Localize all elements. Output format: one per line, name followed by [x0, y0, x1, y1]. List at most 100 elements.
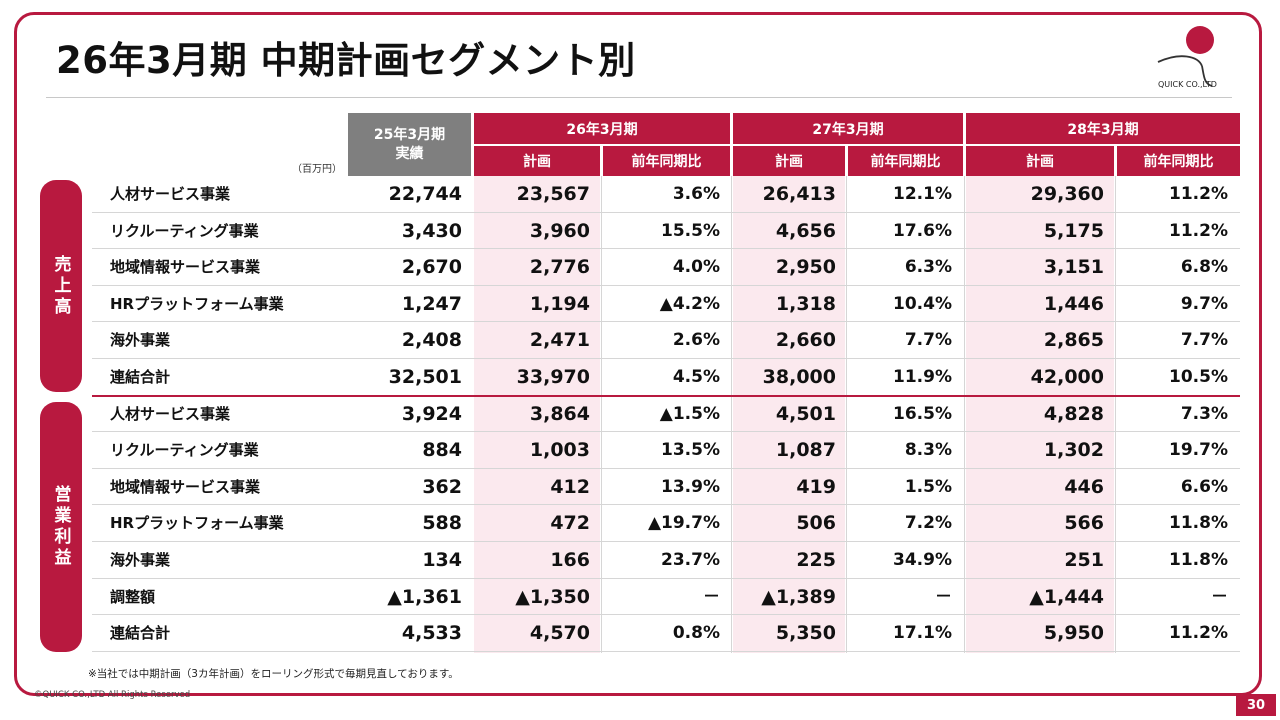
table-cell: 19.7% [1169, 440, 1228, 461]
table-row: 連結合計 32,501 33,970 4.5% 38,000 11.9% 42,000 10.… [92, 359, 1240, 396]
table-cell: 12.1% [893, 184, 952, 204]
table-row: 人材サービス事業 22,744 23,567 3.6% 26,413 12.1% 29,36… [92, 176, 1240, 213]
table-cell: 2,950 [775, 256, 836, 279]
table-cell: ▲1,444 [1029, 585, 1104, 608]
table-cell: 38,000 [762, 366, 836, 388]
table-cell: 17.1% [893, 623, 952, 644]
table-cell: 4.0% [672, 257, 720, 278]
header-period-28: 28年3月期 [966, 113, 1240, 144]
table-cell: 1,446 [1043, 292, 1104, 315]
table-cell: ▲1,350 [515, 585, 590, 608]
table-cell: 13.9% [661, 476, 720, 497]
table-cell: 11.8% [1169, 550, 1228, 570]
row-divider [92, 577, 1240, 579]
table-row: 海外事業 2,408 2,471 2.6% 2,660 7.7% 2,865 7.7% [92, 322, 1240, 359]
table-cell: 4,533 [401, 622, 462, 645]
table-cell: 6.6% [1180, 476, 1228, 497]
table-cell: 10.4% [893, 293, 952, 314]
table-cell: － [703, 586, 720, 607]
table-cell: 3,151 [1043, 256, 1104, 279]
table-cell: － [1211, 586, 1228, 607]
table-cell: 419 [796, 475, 836, 498]
page-title: 26年3月期 中期計画セグメント別 [56, 39, 636, 82]
row-divider [92, 541, 1240, 542]
row-divider [92, 358, 1240, 359]
table-row: 連結合計 4,533 4,570 0.8% 5,350 17.1% 5,950 11.2% [92, 615, 1240, 652]
table-cell: 166 [550, 549, 590, 571]
table-cell: 5,350 [775, 622, 836, 645]
row-label: 地域情報サービス事業 [110, 258, 261, 277]
header-period-27: 27年3月期 [733, 113, 963, 144]
copyright: ©QUICK CO.,LTD All Rights Reserved [34, 690, 191, 700]
row-label: 調整額 [110, 587, 156, 606]
row-label: HRプラットフォーム事業 [110, 294, 284, 313]
logo-text: QUICK CO.,LTD [1158, 80, 1217, 89]
header-plan-28: 計画 [966, 146, 1114, 176]
table-cell: 472 [550, 512, 590, 535]
row-divider [92, 614, 1240, 616]
table-cell: 7.3% [1180, 403, 1228, 424]
table-cell: 6.3% [904, 257, 952, 278]
table-cell: 3,960 [529, 219, 590, 242]
table-cell: 11.2% [1169, 623, 1228, 644]
section-label-operating-profit: 営業利益 [40, 402, 82, 652]
row-divider [92, 248, 1240, 250]
table-cell: ▲19.7% [647, 513, 720, 534]
table-cell: 29,360 [1030, 183, 1104, 205]
table-row: 海外事業 134 166 23.7% 225 34.9% 251 11.8% [92, 542, 1240, 579]
row-divider [92, 504, 1240, 506]
table-cell: 2,408 [401, 329, 462, 352]
table-cell: 33,970 [516, 366, 590, 388]
table-cell: 251 [1064, 549, 1104, 571]
table-cell: 2,471 [529, 329, 590, 352]
column-divider [846, 176, 847, 653]
row-divider [92, 431, 1240, 433]
table-cell: ▲1,361 [387, 585, 462, 608]
table-row: 人材サービス事業 3,924 3,864 ▲1.5% 4,501 16.5% 4,828 7.… [92, 396, 1240, 433]
table-cell: 5,950 [1043, 622, 1104, 645]
table-cell: 134 [422, 549, 462, 571]
table-row: 地域情報サービス事業 2,670 2,776 4.0% 2,950 6.3% 3,151 6.… [92, 249, 1240, 286]
table-cell: 11.2% [1169, 220, 1228, 241]
table-cell: 4,656 [775, 219, 836, 242]
footnote: ※当社では中期計画（3カ年計画）をローリング形式で毎期見直しております。 [88, 668, 459, 680]
row-label: リクルーティング事業 [110, 221, 259, 240]
table-cell: 7.2% [904, 513, 952, 534]
section-label-sales-text: 売上高 [50, 254, 71, 318]
table-cell: 4,828 [1043, 402, 1104, 425]
table-cell: 2,776 [529, 256, 590, 279]
header-base-year: 25年3月期 実績 [348, 113, 471, 176]
page-number: 30 [1236, 694, 1276, 716]
table-cell: 13.5% [661, 440, 720, 461]
row-label: 連結合計 [110, 368, 171, 386]
row-label: 海外事業 [110, 551, 171, 569]
table-cell: 7.7% [904, 330, 952, 351]
table-cell: 3.6% [672, 184, 720, 204]
table-cell: 15.5% [661, 220, 720, 241]
column-divider [731, 176, 732, 653]
table-cell: 22,744 [388, 183, 462, 205]
row-label: HRプラットフォーム事業 [110, 514, 284, 533]
header-plan-26: 計画 [474, 146, 600, 176]
table-cell: 5,175 [1043, 219, 1104, 242]
table-cell: 2,670 [401, 256, 462, 279]
table-cell: 884 [422, 439, 462, 462]
table-cell: 4,501 [775, 402, 836, 425]
table-cell: ▲4.2% [659, 293, 720, 314]
table-cell: 0.8% [672, 623, 720, 644]
table-cell: 1,087 [775, 439, 836, 462]
table-cell: 11.9% [893, 367, 952, 387]
table-cell: 2.6% [672, 330, 720, 351]
section-label-sales: 売上高 [40, 180, 82, 392]
table-row: リクルーティング事業 3,430 3,960 15.5% 4,656 17.6% 5,175… [92, 213, 1240, 250]
column-divider [601, 176, 602, 653]
column-divider [964, 176, 965, 653]
row-label: リクルーティング事業 [110, 441, 259, 460]
table-cell: 8.3% [904, 440, 952, 461]
table-cell: 32,501 [388, 366, 462, 388]
plan-band-28 [966, 176, 1114, 653]
row-divider [92, 467, 1240, 469]
table-cell: 1,194 [529, 292, 590, 315]
table-cell: 362 [422, 475, 462, 498]
table-cell: 588 [422, 512, 462, 535]
